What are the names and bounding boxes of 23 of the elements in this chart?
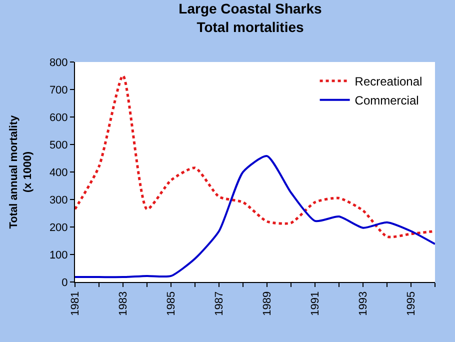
y-tick-label: 100 <box>49 249 68 262</box>
x-tick-label: 1983 <box>118 291 130 316</box>
x-tick-label: 1993 <box>358 291 370 316</box>
line-series <box>75 74 435 238</box>
y-tick-label: 0 <box>62 276 68 289</box>
line-series <box>75 155 435 278</box>
x-tick-label: 1995 <box>406 291 418 316</box>
x-tick-label: 1985 <box>166 291 178 316</box>
y-tick-label: 400 <box>49 166 68 179</box>
y-tick-label: 800 <box>49 56 68 69</box>
x-tick-label: 1991 <box>310 291 322 316</box>
x-tick-label: 1987 <box>214 291 226 316</box>
legend-label: Commercial <box>354 94 419 108</box>
y-tick-label: 200 <box>49 222 68 234</box>
y-tick-label: 700 <box>49 84 68 96</box>
y-tick-label: 500 <box>49 139 68 152</box>
y-axis-title: Total annual mortality (x 1000) <box>8 114 34 229</box>
chart-title: Large Coastal Sharks Total mortalities <box>178 0 322 35</box>
y-tick-label: 300 <box>49 194 68 206</box>
x-tick-label: 1981 <box>70 291 82 316</box>
y-tick-label: 600 <box>49 112 68 124</box>
x-tick-label: 1989 <box>262 291 274 316</box>
legend-label: Recreational <box>354 74 422 89</box>
